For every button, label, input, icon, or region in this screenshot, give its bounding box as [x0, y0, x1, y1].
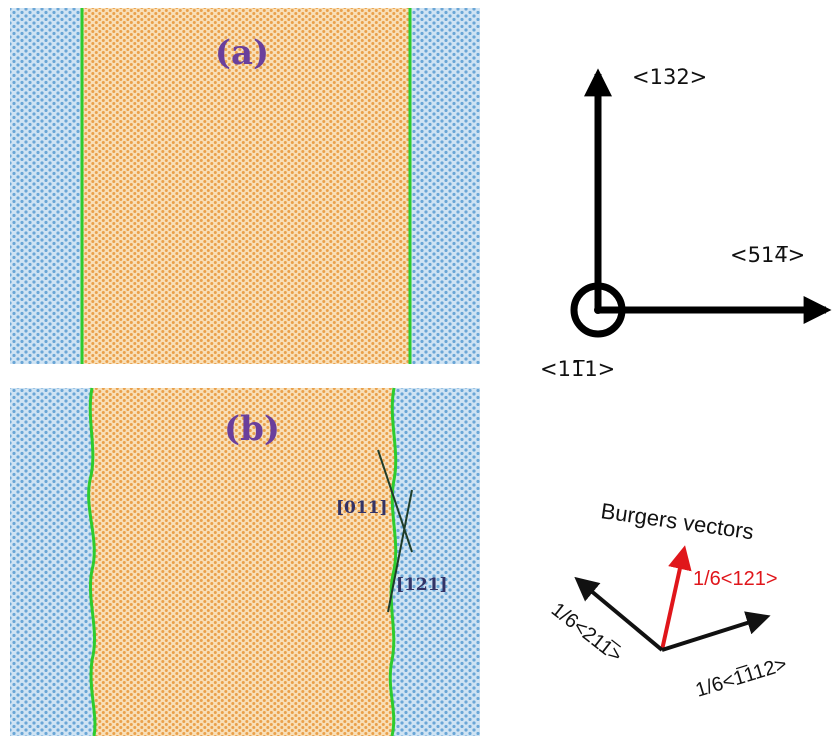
burgers-title: Burgers vectors [599, 498, 755, 544]
burgers-label-121: 1/6<121> [693, 568, 778, 590]
panel-b-left-interface [87, 387, 97, 736]
slip-trace-011 [377, 449, 413, 553]
tag-011: [011] [336, 498, 388, 518]
burgers-arrow-112 [661, 611, 771, 652]
panel-a-precipitate [82, 8, 410, 364]
crystal-axes: <132> <514̅> <11̅1> [540, 65, 832, 381]
panel-b-label: (b) [224, 409, 280, 449]
axis-out-of-plane-label: <11̅1> [540, 357, 615, 381]
burgers-label-112: 1/6<1̅112> [693, 652, 790, 702]
axis-out-of-plane-circle [570, 282, 626, 338]
panel-b: (b) [011] [121] [10, 387, 480, 736]
panel-b-precipitate [88, 388, 396, 736]
axis-vertical-label: <132> [632, 65, 707, 89]
burgers-arrow-21-1 [574, 576, 664, 652]
burgers-arrow-121 [660, 545, 692, 651]
axis-horizontal-label: <514̅> [730, 243, 805, 267]
panel-a-label: (a) [215, 33, 269, 73]
axis-origin-dot [594, 306, 602, 314]
tag-121: [121] [396, 575, 448, 595]
panel-a: (a) [10, 8, 480, 364]
slip-trace-121 [387, 489, 413, 613]
panel-b-right-interface [388, 387, 398, 736]
burgers-vectors: Burgers vectors 1/6<121> 1/6<211̅> 1/6<1… [547, 498, 790, 702]
